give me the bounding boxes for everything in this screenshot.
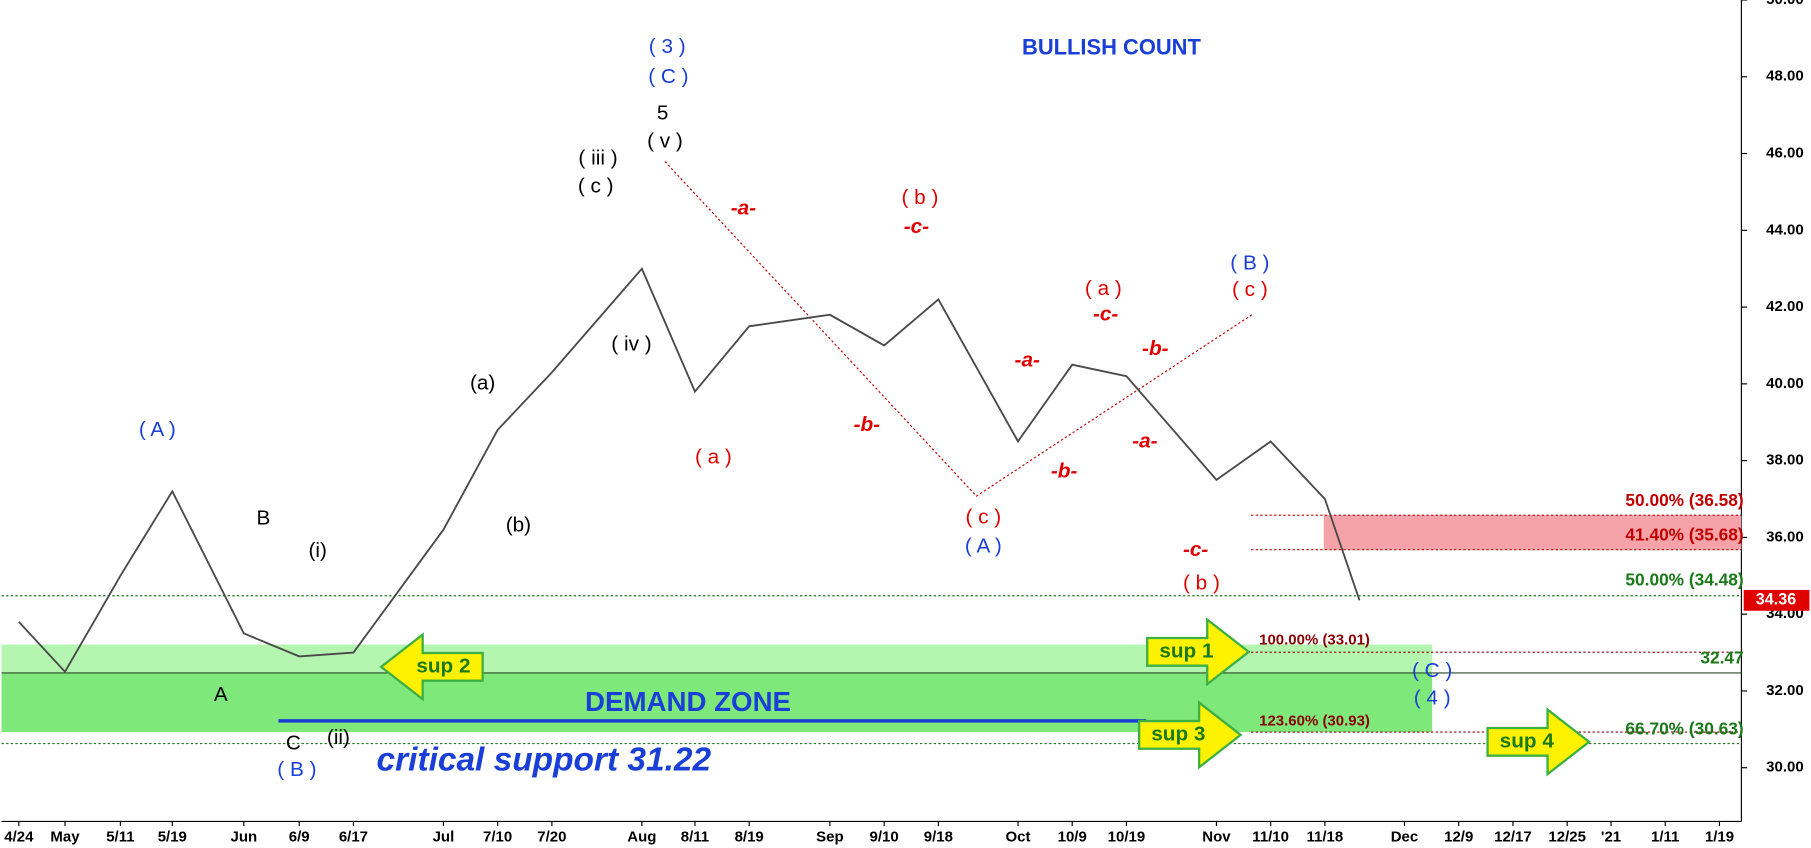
x-tick-label: 8/19: [735, 829, 764, 846]
level-label: 100.00% (33.01): [1259, 632, 1370, 649]
x-tick-label: 1/11: [1651, 829, 1679, 846]
wave-label: (a): [470, 372, 495, 395]
support-arrow-label: sup 3: [1151, 722, 1205, 745]
x-tick-label: Nov: [1202, 829, 1231, 846]
critical-support-label: critical support 31.22: [377, 741, 712, 778]
demand-zone-label: DEMAND ZONE: [585, 686, 791, 717]
wave-label: A: [214, 683, 228, 706]
x-tick-label: 6/9: [289, 829, 310, 846]
level-label: 41.40% (35.68): [1625, 524, 1743, 544]
wave-label: -b-: [1051, 459, 1078, 482]
wave-trendline: [664, 161, 1254, 497]
x-tick-label: '21: [1601, 829, 1621, 846]
x-tick-label: Aug: [627, 829, 656, 846]
y-tick-label: 36.00: [1766, 528, 1804, 545]
resistance-zone: [1323, 515, 1742, 550]
wave-label: ( c ): [578, 174, 614, 197]
x-tick-label: 8/11: [681, 829, 709, 846]
level-label: 50.00% (34.48): [1625, 569, 1743, 589]
y-tick-label: 46.00: [1766, 144, 1804, 161]
support-arrow-label: sup 2: [416, 654, 470, 677]
x-tick-label: Dec: [1391, 829, 1419, 846]
support-arrow: [1137, 700, 1243, 770]
last-price-label: 34.36: [1756, 591, 1796, 609]
x-tick-label: Jul: [433, 829, 455, 846]
wave-label: -a-: [1132, 429, 1157, 452]
wave-label: ( b ): [901, 186, 938, 209]
wave-label: ( B ): [1230, 252, 1269, 275]
x-tick-label: 4/24: [4, 829, 34, 846]
wave-label: -a-: [1015, 349, 1040, 372]
support-arrow-label: sup 4: [1500, 729, 1555, 752]
wave-label: (b): [506, 514, 531, 537]
x-tick-label: 11/10: [1252, 829, 1289, 846]
wave-label: ( iii ): [578, 147, 617, 170]
x-tick-label: 12/9: [1444, 829, 1473, 846]
x-tick-label: 9/10: [870, 829, 899, 846]
wave-label: ( A ): [139, 418, 176, 441]
support-arrow: [1146, 617, 1251, 687]
wave-label: ( 3 ): [649, 35, 686, 58]
wave-label: ( B ): [277, 758, 316, 781]
wave-label: -c-: [1183, 538, 1208, 561]
wave-label: ( b ): [1183, 571, 1220, 594]
x-tick-label: 9/18: [924, 829, 953, 846]
wave-label: ( 4 ): [1414, 687, 1451, 710]
wave-label: (ii): [327, 726, 350, 749]
wave-label: -b-: [854, 413, 881, 436]
x-tick-label: 1/19: [1705, 829, 1734, 846]
x-tick-label: Sep: [816, 829, 843, 846]
x-tick-label: Jun: [231, 829, 258, 846]
price-line: [18, 266, 1361, 674]
wave-label: -c-: [1093, 302, 1118, 325]
wave-label: B: [257, 507, 271, 530]
x-tick-label: May: [50, 829, 80, 846]
y-tick-label: 42.00: [1766, 298, 1804, 315]
wave-label: -c-: [904, 215, 929, 238]
x-tick-label: Oct: [1005, 829, 1030, 846]
wave-label: -a-: [731, 196, 756, 219]
y-tick-label: 30.00: [1766, 759, 1804, 776]
wave-label: -b-: [1142, 337, 1169, 360]
wave-label: ( a ): [1085, 277, 1122, 300]
y-tick-label: 40.00: [1766, 375, 1804, 392]
wave-label: ( iv ): [611, 332, 651, 355]
support-arrow: [379, 632, 484, 702]
level-label: 50.00% (36.58): [1625, 490, 1743, 510]
wave-label: ( c ): [1232, 278, 1268, 301]
y-tick-label: 32.00: [1766, 682, 1804, 699]
x-tick-label: 7/20: [537, 829, 566, 846]
level-label: 66.70% (30.63): [1625, 718, 1743, 738]
wave-label: ( A ): [965, 534, 1002, 557]
support-arrow: [1486, 707, 1591, 777]
x-tick-label: 10/9: [1058, 829, 1087, 846]
y-tick-label: 50.00: [1766, 0, 1804, 8]
wave-label: ( v ): [647, 129, 683, 152]
level-label: 32.47: [1700, 648, 1743, 668]
wave-label: ( c ): [966, 506, 1002, 529]
y-tick-label: 44.00: [1766, 221, 1804, 238]
wave-label: 5: [657, 102, 669, 125]
y-tick-label: 38.00: [1766, 452, 1804, 469]
x-tick-label: 10/19: [1108, 829, 1146, 846]
x-tick-label: 11/18: [1307, 829, 1344, 846]
last-price-box: [1743, 589, 1810, 611]
wave-label: ( C ): [1412, 659, 1452, 682]
chart-title: BULLISH COUNT: [1022, 34, 1202, 59]
x-tick-label: 7/10: [483, 829, 512, 846]
support-arrow-label: sup 1: [1159, 639, 1213, 662]
wave-label: ( C ): [648, 65, 688, 88]
y-tick-label: 48.00: [1766, 68, 1804, 85]
x-tick-label: 12/17: [1494, 829, 1532, 846]
wave-label: (i): [308, 539, 326, 562]
x-tick-label: 12/25: [1548, 829, 1586, 846]
x-tick-label: 6/17: [339, 829, 368, 846]
level-label: 123.60% (30.93): [1259, 713, 1370, 730]
x-tick-label: 5/11: [106, 829, 134, 846]
x-tick-label: 5/19: [158, 829, 187, 846]
wave-label: C: [286, 732, 301, 755]
wave-label: ( a ): [695, 446, 732, 469]
